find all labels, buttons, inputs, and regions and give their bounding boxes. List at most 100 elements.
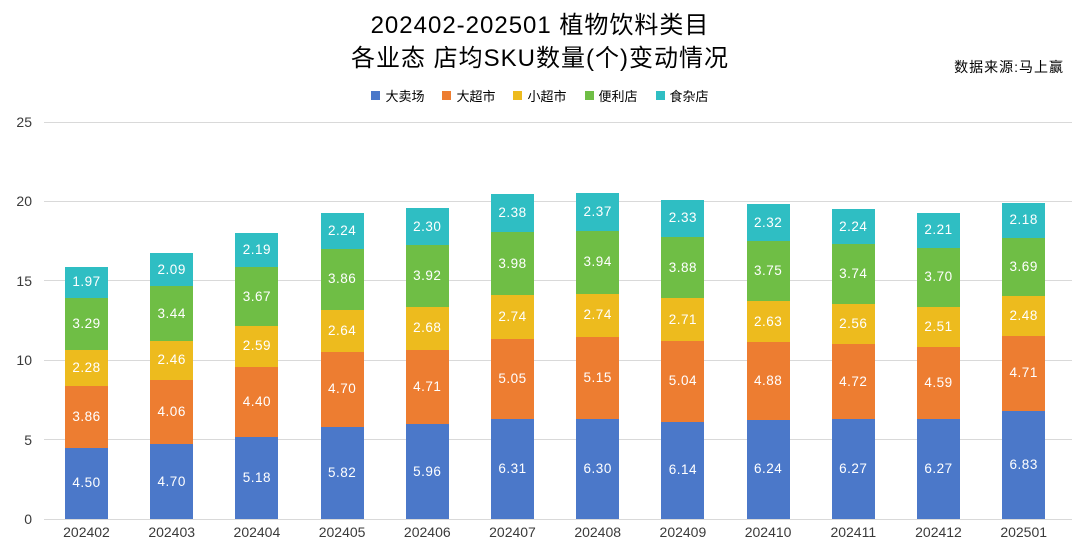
gridline xyxy=(44,359,1072,361)
x-tick-label: 202404 xyxy=(233,524,281,540)
bar-segment-value: 2.37 xyxy=(583,204,612,220)
legend-label: 便利店 xyxy=(598,89,638,104)
data-source-label: 数据来源:马上赢 xyxy=(954,59,1064,75)
bar-segment: 4.88 xyxy=(746,342,790,420)
legend-swatch-icon xyxy=(655,91,665,100)
bar-segment-value: 5.96 xyxy=(413,463,442,479)
x-tick-label: 202410 xyxy=(744,524,792,540)
bar-segment: 1.97 xyxy=(65,266,108,298)
bar-segment: 6.24 xyxy=(746,419,790,519)
legend-item: 大卖场 xyxy=(371,86,424,105)
bar-segment-value: 2.28 xyxy=(72,360,101,376)
y-tick-label: 15 xyxy=(16,272,32,289)
bar-segment: 2.32 xyxy=(746,204,790,242)
bar-segment: 2.48 xyxy=(1002,296,1046,336)
bar-segment-value: 4.71 xyxy=(1009,365,1038,381)
bar-segment: 2.64 xyxy=(320,310,364,352)
legend-item: 小超市 xyxy=(513,86,567,105)
x-tick-label: 202409 xyxy=(659,524,707,540)
bar-segment: 4.06 xyxy=(150,379,194,445)
bar-segment-value: 2.18 xyxy=(1009,212,1038,228)
chart-title-line2: 各业态 店均SKU数量(个)变动情况 xyxy=(351,45,729,72)
bar-segment: 2.38 xyxy=(491,194,534,232)
bar-segment: 3.98 xyxy=(491,231,534,296)
bar-segment: 3.75 xyxy=(746,241,790,301)
bar-segment: 2.19 xyxy=(235,232,279,268)
bar-segment-value: 2.59 xyxy=(242,338,272,354)
bar-segment: 2.63 xyxy=(746,300,790,343)
bar-segment: 5.05 xyxy=(491,338,534,419)
bar-segment-value: 4.50 xyxy=(72,475,101,491)
bar-segment: 2.30 xyxy=(405,208,449,245)
legend-item: 便利店 xyxy=(584,86,638,105)
bar-segment: 6.31 xyxy=(491,418,534,519)
bar-segment-value: 2.38 xyxy=(498,205,527,220)
legend-label: 小超市 xyxy=(527,89,567,104)
bar-segment-value: 4.72 xyxy=(839,373,868,389)
bar-segment: 3.94 xyxy=(576,231,620,294)
bar-segment-value: 2.74 xyxy=(583,307,612,323)
bar-202501: 6.83 4.71 2.48 3.69 2.18 xyxy=(1002,203,1046,519)
bar-segment: 4.70 xyxy=(150,444,194,519)
bar-segment: 4.70 xyxy=(320,351,364,427)
bar-segment: 5.15 xyxy=(576,337,620,419)
bar-segment: 3.88 xyxy=(661,236,705,299)
bar-segment: 2.68 xyxy=(405,307,449,350)
bar-segment-value: 2.74 xyxy=(498,308,527,324)
legend-swatch-icon xyxy=(442,91,452,100)
bar-segment: 4.59 xyxy=(917,346,960,420)
bar-202412: 6.27 4.59 2.51 3.70 2.21 xyxy=(917,212,960,519)
bar-segment: 2.74 xyxy=(576,293,620,338)
bar-202403: 4.70 4.06 2.46 3.44 2.09 xyxy=(150,253,194,519)
legend-swatch-icon xyxy=(584,91,594,100)
bar-segment: 4.71 xyxy=(1002,335,1046,411)
bar-segment: 5.96 xyxy=(405,424,449,519)
x-tick-label: 202402 xyxy=(63,524,110,540)
bar-segment-value: 2.21 xyxy=(924,222,953,238)
bar-segment-value: 5.18 xyxy=(242,469,272,485)
bar-segment-value: 3.94 xyxy=(583,254,612,270)
bar-segment-value: 4.40 xyxy=(242,393,272,409)
bar-segment: 4.50 xyxy=(65,447,108,519)
bar-segment-value: 5.04 xyxy=(668,373,698,389)
bar-segment-value: 3.86 xyxy=(327,271,357,287)
bar-segment: 2.59 xyxy=(235,325,279,367)
bar-segment: 3.44 xyxy=(150,286,194,341)
bar-segment: 3.29 xyxy=(65,297,108,351)
bar-segment-value: 5.15 xyxy=(583,370,612,386)
legend: 大卖场 大超市 小超市 便利店 食杂店 xyxy=(0,86,1080,105)
bar-segment-value: 3.86 xyxy=(72,408,101,424)
x-tick-label: 202412 xyxy=(915,524,962,540)
bar-segment-value: 6.27 xyxy=(839,461,868,477)
bar-segment-value: 5.82 xyxy=(327,464,357,480)
bar-segment-value: 6.30 xyxy=(583,460,612,476)
bar-segment-value: 2.32 xyxy=(753,214,783,230)
y-tick-label: 0 xyxy=(24,511,32,527)
bar-segment: 4.72 xyxy=(831,344,875,420)
bar-segment: 2.37 xyxy=(576,193,620,232)
bar-segment-value: 6.83 xyxy=(1009,456,1038,472)
bar-segment: 6.27 xyxy=(917,419,960,519)
bar-segment-value: 4.06 xyxy=(157,404,186,420)
bar-202409: 6.14 5.04 2.71 3.88 2.33 xyxy=(661,199,705,519)
bar-segment-value: 2.24 xyxy=(327,222,357,238)
bar-202407: 6.31 5.05 2.74 3.98 2.38 xyxy=(491,194,534,519)
bar-segment-value: 2.48 xyxy=(1009,308,1038,324)
bar-segment: 5.04 xyxy=(661,341,705,422)
chart-title-line1: 202402-202501 植物饮料类目 xyxy=(370,12,710,39)
bar-segment-value: 3.92 xyxy=(413,267,442,283)
gridline xyxy=(44,439,1072,441)
legend-label: 大卖场 xyxy=(385,89,425,104)
bar-segment-value: 1.97 xyxy=(72,274,101,290)
gridline xyxy=(44,518,1072,520)
bar-segment-value: 6.27 xyxy=(924,461,953,477)
bar-202406: 5.96 4.71 2.68 3.92 2.30 xyxy=(405,208,449,519)
bar-202408: 6.30 5.15 2.74 3.94 2.37 xyxy=(576,193,620,519)
x-tick-label: 202411 xyxy=(830,524,877,540)
legend-swatch-icon xyxy=(513,91,523,100)
bar-segment-value: 5.05 xyxy=(498,370,527,386)
bar-segment: 2.74 xyxy=(491,295,534,339)
legend-swatch-icon xyxy=(371,91,381,100)
bar-segment: 3.86 xyxy=(320,248,364,311)
x-tick-label: 202408 xyxy=(574,524,622,540)
